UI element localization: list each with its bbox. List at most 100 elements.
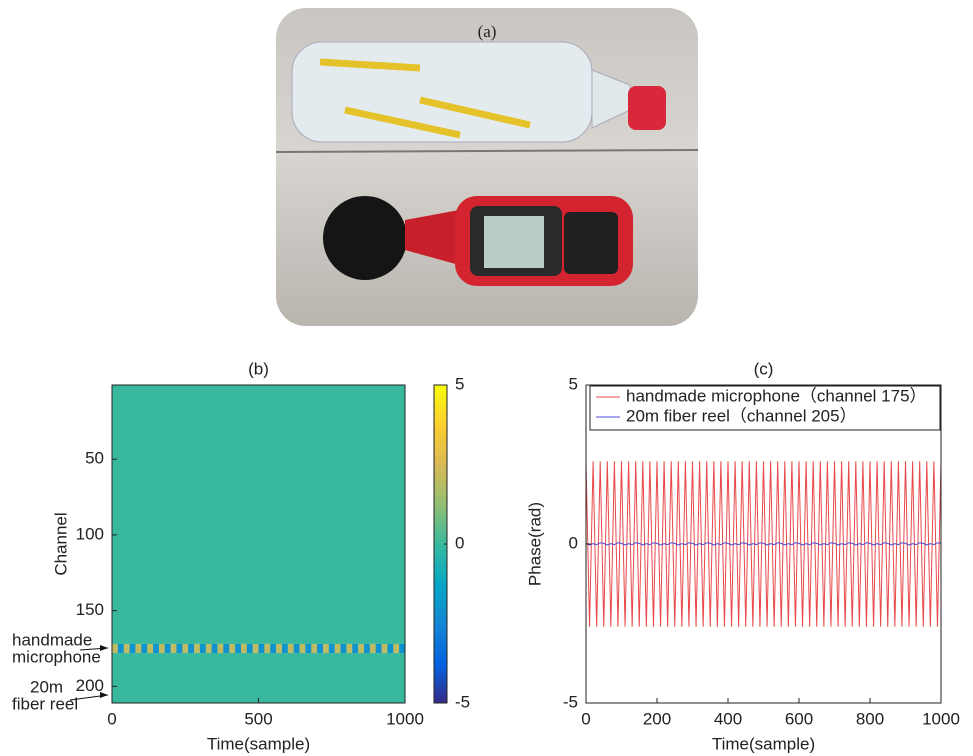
colorbar-segment [434, 406, 447, 412]
heatmap-cell [135, 385, 142, 644]
heatmap-cell [311, 653, 318, 703]
heatmap-cell [199, 653, 207, 703]
colorbar-segment [434, 395, 447, 402]
heatmap-cell [194, 653, 201, 703]
colorbar-segment [434, 533, 447, 540]
heatmap-cell [229, 643, 236, 654]
colorbar-segment [434, 432, 447, 439]
colorbar-segment [434, 400, 447, 407]
heatmap-cell [141, 643, 148, 654]
heatmap-cell [322, 643, 330, 654]
colorbar-segment [434, 692, 447, 699]
heatmap-cell [240, 385, 248, 644]
y-tick-label: 5 [569, 374, 578, 393]
heatmap-cell [199, 643, 207, 654]
heatmap-cell [299, 653, 306, 703]
heatmap-cell [252, 385, 259, 644]
meter-neck [405, 208, 470, 268]
colorbar-segment [434, 634, 447, 640]
legend-box [589, 385, 941, 431]
colorbar-segment [434, 591, 447, 598]
heatmap-cell [276, 385, 283, 644]
heatmap-cell [123, 643, 130, 654]
heatmap-cell [369, 643, 376, 654]
heatmap-cell [276, 643, 283, 654]
heatmap-cell [223, 385, 230, 644]
heatmap-cell [363, 653, 371, 703]
heatmap-cell [153, 385, 160, 644]
y-tick-label: 200 [76, 676, 104, 695]
colorbar-segment [434, 506, 447, 513]
heatmap-cell [182, 653, 189, 703]
heatmap-cell [340, 385, 347, 644]
colorbar-segment [434, 501, 447, 508]
y-axis-label: Phase(rad) [525, 502, 544, 586]
heatmap-cell [158, 643, 166, 654]
heatmap-cell [299, 385, 306, 644]
heatmap-cell [153, 653, 160, 703]
colorbar-segment [434, 517, 447, 524]
colorbar-segment [434, 427, 447, 434]
colorbar-segment [434, 469, 447, 476]
heatmap-cell [176, 385, 183, 644]
heatmap-cell [358, 385, 365, 644]
heatmap-cell [117, 385, 125, 644]
colorbar-segment [434, 639, 447, 646]
heatmap-cell [381, 643, 388, 654]
heatmap-cell [194, 385, 201, 644]
x-tick-label: 600 [785, 709, 813, 728]
heatmap-cell [135, 643, 142, 654]
heatmap-cell [223, 643, 230, 654]
colorbar-segment [434, 559, 447, 566]
heatmap-cell [129, 643, 136, 654]
heatmap-cell [188, 653, 195, 703]
heatmap-cell [217, 653, 224, 703]
heatmap-cell [141, 385, 148, 644]
x-tick-label: 1000 [386, 709, 424, 728]
colorbar-segment [434, 575, 447, 582]
colorbar-segment [434, 597, 447, 603]
colorbar-segment [434, 459, 447, 465]
heatmap-cell [340, 653, 347, 703]
heatmap-cell [129, 653, 136, 703]
colorbar-segment [434, 528, 447, 534]
tape [419, 96, 531, 129]
heatmap-cell [317, 643, 324, 654]
heatmap-cell [393, 385, 400, 644]
heatmap-chart: 0 500 100050100150200(b)Time(sample)Channe… [12, 359, 470, 753]
heatmap-cell [211, 653, 218, 703]
heatmap-cell [229, 385, 236, 644]
heatmap-cell [305, 385, 312, 644]
heatmap-cell [399, 653, 406, 703]
heatmap-cell [235, 653, 242, 703]
x-tick-label: 500 [244, 709, 272, 728]
colorbar-tick-label: -5 [455, 692, 470, 711]
colorbar-segment [434, 655, 447, 662]
colorbar-segment [434, 512, 447, 518]
colorbar-segment [434, 676, 447, 683]
heatmap-cell [123, 385, 130, 644]
colorbar-segment [434, 586, 447, 593]
heatmap-cell [205, 643, 212, 654]
heatmap-cell [229, 653, 236, 703]
heatmap-cell [211, 385, 218, 644]
line-chart: 0 200 400 600 800 1000-505(c)Time(sample)Phas… [525, 359, 959, 753]
y-axis-label: Channel [51, 512, 70, 575]
x-tick-label: 400 [714, 709, 742, 728]
heatmap-cell [205, 385, 212, 644]
heatmap-cell [322, 653, 330, 703]
heatmap-cell [287, 653, 294, 703]
x-tick-label: 800 [856, 709, 884, 728]
heatmap-cell [305, 653, 312, 703]
heatmap-cell [147, 643, 154, 654]
heatmap-cell [270, 385, 277, 644]
heatmap-cell [281, 643, 289, 654]
y-tick-label: 100 [76, 524, 104, 543]
colorbar-segment [434, 538, 447, 545]
heatmap-cell [334, 643, 341, 654]
heatmap-cell [363, 385, 371, 644]
heatmap-cell [117, 653, 125, 703]
legend-label: 20m fiber reel（channel 205） [626, 406, 857, 425]
colorbar-segment [434, 549, 447, 556]
